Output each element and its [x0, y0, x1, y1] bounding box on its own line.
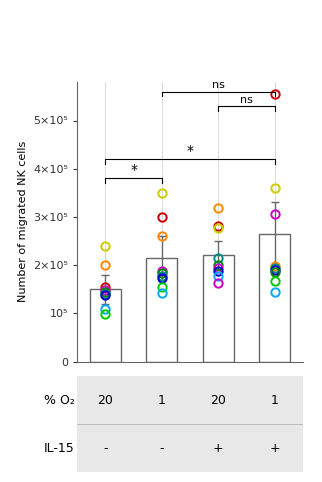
Bar: [259, 234, 290, 362]
Text: -: -: [160, 442, 164, 455]
Bar: [203, 255, 234, 362]
Text: ns: ns: [212, 80, 224, 90]
Text: % O₂: % O₂: [43, 394, 74, 406]
Text: ns: ns: [240, 94, 253, 105]
Text: 1: 1: [270, 394, 279, 406]
Text: 20: 20: [210, 394, 226, 406]
Text: *: *: [130, 163, 137, 177]
Text: -: -: [103, 442, 108, 455]
Text: 1: 1: [158, 394, 166, 406]
Text: IL-15: IL-15: [44, 442, 74, 455]
Bar: [90, 289, 121, 362]
Text: +: +: [213, 442, 223, 455]
FancyBboxPatch shape: [77, 376, 303, 472]
Text: 20: 20: [98, 394, 113, 406]
Y-axis label: Number of migrated NK cells: Number of migrated NK cells: [18, 141, 28, 302]
Bar: [146, 258, 177, 362]
Text: *: *: [186, 144, 194, 158]
Text: +: +: [269, 442, 280, 455]
